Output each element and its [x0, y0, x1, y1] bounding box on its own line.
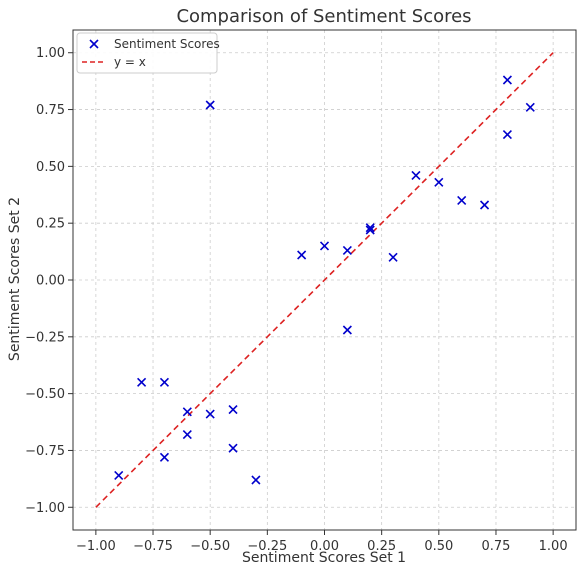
x-tick-label: −0.75: [133, 539, 173, 554]
y-tick-label: −0.75: [25, 444, 65, 459]
scatter-point: [205, 409, 215, 419]
scatter-point: [479, 200, 490, 210]
y-tick-label: −0.50: [25, 387, 65, 402]
scatter-point: [228, 443, 238, 453]
scatter-points: [114, 75, 535, 485]
scatter-point: [114, 470, 124, 481]
scatter-point: [388, 252, 398, 262]
y-tick-label: 1.00: [36, 46, 65, 61]
scatter-point: [159, 377, 170, 387]
y-tick-label: 0.25: [36, 217, 65, 232]
scatter-point: [342, 325, 352, 335]
x-tick-label: −0.25: [247, 539, 287, 554]
scatter-point: [434, 177, 444, 187]
x-tick-label: 0.25: [367, 539, 396, 554]
scatter-point: [159, 452, 170, 462]
scatter-point: [137, 377, 147, 387]
scatter-point: [228, 404, 238, 415]
y-tick-label: −1.00: [25, 501, 65, 516]
x-axis-label: Sentiment Scores Set 1: [242, 550, 406, 566]
scatter-point: [502, 75, 512, 85]
scatter-point: [251, 475, 261, 485]
axis-ticks: −1.00 −0.75 −0.50 −0.25 0.00 0.25 0.50 0.75 1.00…: [25, 46, 567, 554]
scatter-point: [319, 241, 330, 251]
y-tick-label: −0.25: [25, 330, 65, 345]
y-axis-label: Sentiment Scores Set 2: [7, 197, 23, 361]
x-tick-label: 0.75: [482, 539, 511, 554]
legend: Sentiment Scores y = x: [76, 32, 220, 74]
scatter-point: [205, 100, 215, 110]
y-equals-x-line: [95, 52, 554, 508]
legend-label-sentiment-scores: Sentiment Scores: [114, 37, 220, 51]
scatter-point: [342, 245, 352, 256]
reference-line-series: [95, 52, 554, 508]
y-tick-label: 0.50: [36, 160, 65, 175]
scatter-point: [365, 223, 375, 233]
scatter-point: [525, 102, 535, 112]
legend-box: [76, 32, 218, 74]
x-tick-label: −1.00: [76, 539, 116, 554]
scatter-point: [365, 225, 375, 235]
scatter-point: [457, 195, 467, 206]
scatter-point: [182, 407, 192, 417]
x-tick-label: 0.50: [424, 539, 453, 554]
legend-marker-x-icon: [89, 39, 99, 49]
x-tick-label: −0.50: [190, 539, 230, 554]
x-tick-label: 0.00: [310, 539, 339, 554]
grid: [73, 30, 576, 530]
legend-label-y-equals-x: y = x: [114, 55, 146, 69]
scatter-point: [411, 170, 421, 181]
chart-title: Comparison of Sentiment Scores: [176, 6, 471, 27]
x-tick-label: 1.00: [539, 539, 568, 554]
scatter-point: [182, 429, 192, 440]
scatter-point: [297, 250, 307, 260]
y-tick-label: 0.75: [36, 103, 65, 118]
y-tick-label: 0.00: [36, 274, 65, 289]
scatter-point: [502, 129, 512, 140]
